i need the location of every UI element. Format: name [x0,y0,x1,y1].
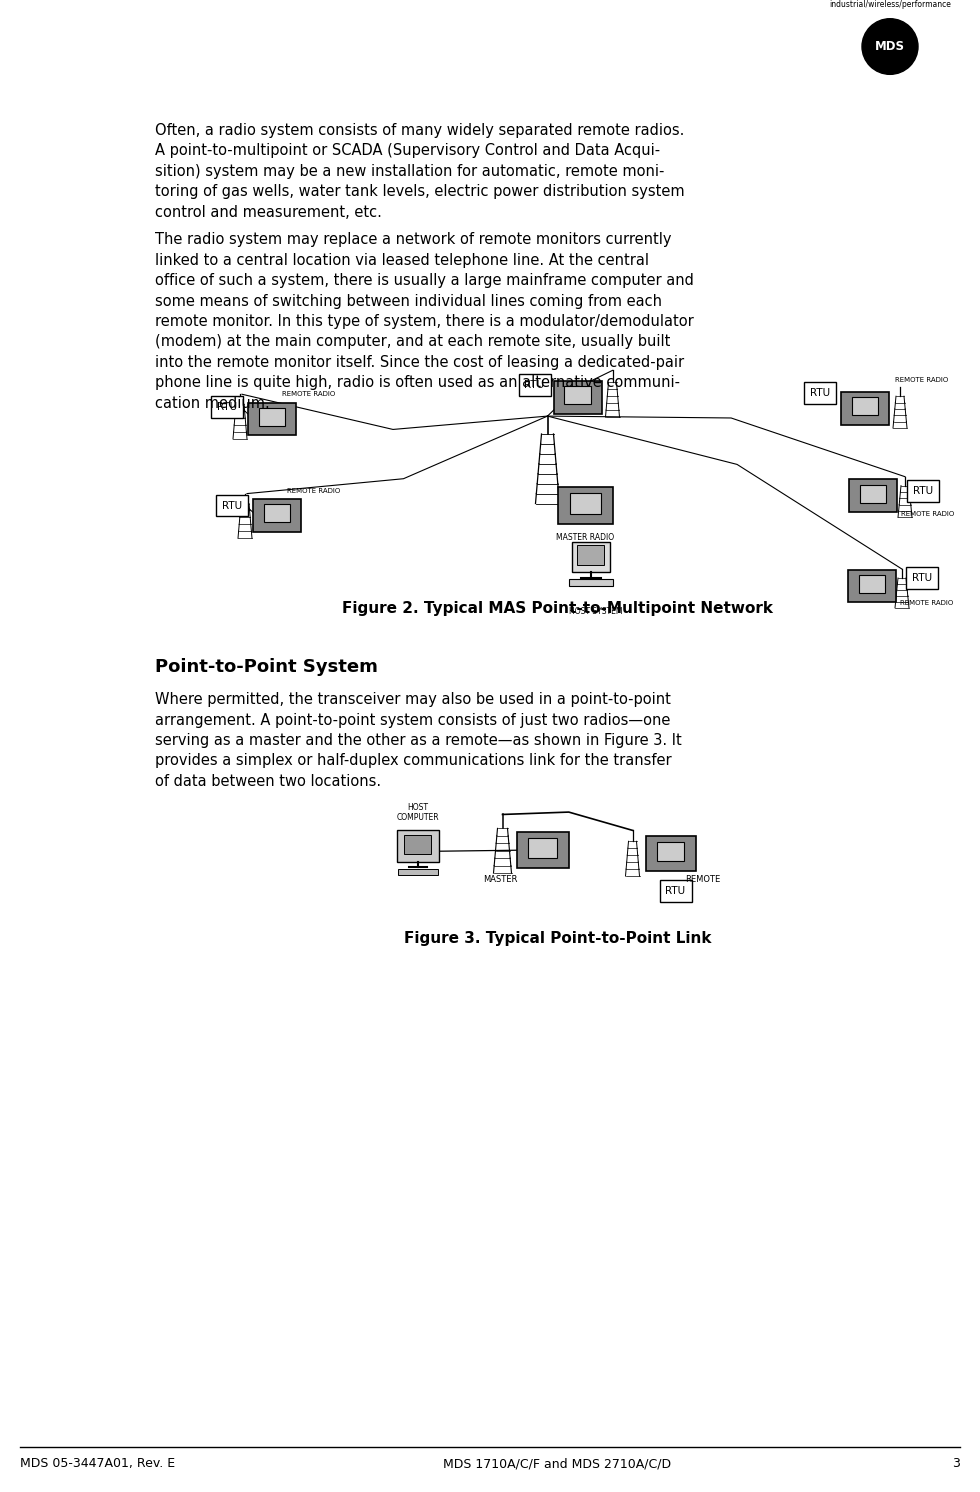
FancyBboxPatch shape [253,498,301,531]
FancyBboxPatch shape [841,392,889,425]
Text: RTU: RTU [809,388,830,398]
FancyBboxPatch shape [216,494,248,516]
Circle shape [862,19,918,75]
FancyBboxPatch shape [558,486,613,524]
Text: MASTER: MASTER [483,876,517,885]
Text: RTU: RTU [221,500,242,510]
FancyBboxPatch shape [906,567,938,589]
Text: MDS 1710A/C/F and MDS 2710A/C/D: MDS 1710A/C/F and MDS 2710A/C/D [443,1458,671,1470]
FancyBboxPatch shape [859,485,886,503]
FancyBboxPatch shape [858,574,885,592]
Text: MASTER RADIO: MASTER RADIO [557,533,614,542]
FancyBboxPatch shape [660,880,692,901]
FancyBboxPatch shape [577,546,604,565]
Text: 3: 3 [953,1458,960,1470]
Text: REMOTE: REMOTE [685,876,720,885]
Text: industrial/wireless/performance: industrial/wireless/performance [829,0,951,9]
FancyBboxPatch shape [568,579,612,586]
Text: MDS 05-3447A01, Rev. E: MDS 05-3447A01, Rev. E [20,1458,175,1470]
Text: REMOTE RADIO: REMOTE RADIO [901,512,955,518]
Text: RTU: RTU [217,403,237,412]
Text: Figure 3. Typical Point-to-Point Link: Figure 3. Typical Point-to-Point Link [404,931,711,946]
Text: HOST SYSTEM: HOST SYSTEM [568,607,622,616]
Text: MDS: MDS [875,40,905,54]
FancyBboxPatch shape [259,409,285,427]
FancyBboxPatch shape [211,397,243,418]
Text: The radio system may replace a network of remote monitors currently
linked to a : The radio system may replace a network o… [155,233,694,410]
FancyBboxPatch shape [398,870,437,876]
Text: HOST
COMPUTER: HOST COMPUTER [396,803,439,822]
Text: Figure 2. Typical MAS Point-to-Multipoint Network: Figure 2. Typical MAS Point-to-Multipoin… [342,601,773,616]
FancyBboxPatch shape [849,479,897,512]
Text: RTU: RTU [524,380,545,391]
FancyBboxPatch shape [571,542,610,571]
FancyBboxPatch shape [804,382,836,404]
Text: REMOTE RADIO: REMOTE RADIO [900,600,954,606]
FancyBboxPatch shape [264,504,290,522]
FancyBboxPatch shape [848,570,896,603]
Text: RTU: RTU [913,485,933,495]
Text: REMOTE RADIO: REMOTE RADIO [895,377,949,383]
FancyBboxPatch shape [248,403,296,436]
FancyBboxPatch shape [554,380,602,413]
Text: RTU: RTU [912,573,932,583]
FancyBboxPatch shape [564,386,591,404]
FancyBboxPatch shape [528,839,557,858]
Text: REMOTE RADIO: REMOTE RADIO [287,488,340,494]
FancyBboxPatch shape [657,841,684,861]
Text: Point-to-Point System: Point-to-Point System [155,658,378,676]
Text: Often, a radio system consists of many widely separated remote radios.
A point-t: Often, a radio system consists of many w… [155,122,685,219]
FancyBboxPatch shape [646,836,696,871]
Text: Where permitted, the transceiver may also be used in a point-to-point
arrangemen: Where permitted, the transceiver may als… [155,692,682,789]
FancyBboxPatch shape [852,397,878,415]
FancyBboxPatch shape [518,374,551,397]
FancyBboxPatch shape [907,479,939,501]
Text: REMOTE RADIO: REMOTE RADIO [282,391,335,397]
FancyBboxPatch shape [516,833,568,868]
FancyBboxPatch shape [404,834,431,853]
FancyBboxPatch shape [570,494,601,513]
FancyBboxPatch shape [397,831,438,862]
Text: RTU: RTU [665,886,686,897]
